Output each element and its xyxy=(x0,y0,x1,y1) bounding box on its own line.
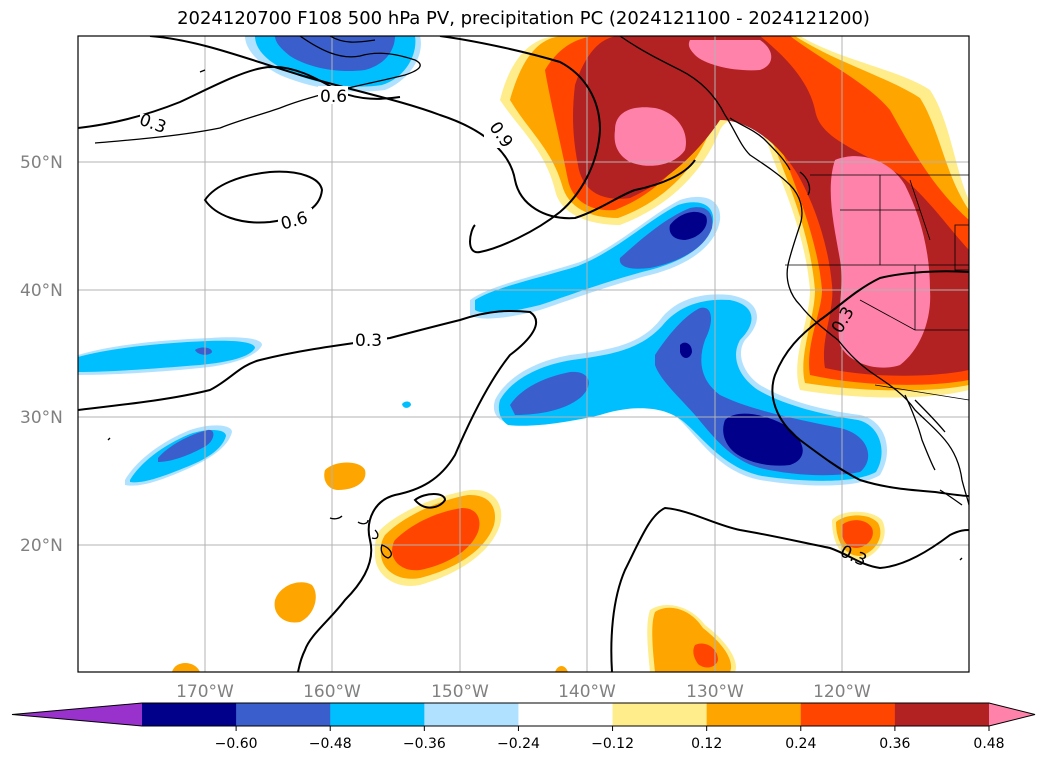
lat-label: 50°N xyxy=(20,153,63,173)
positive-field-subtropical xyxy=(172,462,885,672)
lat-label: 20°N xyxy=(20,536,63,556)
lon-label: 130°W xyxy=(686,682,744,702)
colorbar-extend-left xyxy=(12,703,142,726)
colorbar-extend-right xyxy=(989,703,1035,726)
coastlines xyxy=(94,36,969,561)
colorbar-tick-label: 0.36 xyxy=(879,736,910,752)
colorbar-outline xyxy=(11,702,1036,727)
negative-field xyxy=(78,36,888,486)
colorbar: −0.60 −0.48 −0.36 −0.24 −0.12 0.12 0.24 0.36 0.4… xyxy=(11,702,1036,752)
colorbar-tick-label: −0.60 xyxy=(215,736,258,752)
positive-field-northeast-pacific xyxy=(500,36,969,398)
lon-label: 120°W xyxy=(813,682,871,702)
colorbar-tick-label: 0.48 xyxy=(973,736,1004,752)
colorbar-segment xyxy=(236,703,331,726)
svg-text:0.3: 0.3 xyxy=(355,331,382,351)
colorbar-tick-label: −0.12 xyxy=(591,736,634,752)
lat-label: 30°N xyxy=(20,408,63,428)
colorbar-segment xyxy=(330,703,425,726)
colorbar-tick-label: −0.48 xyxy=(309,736,352,752)
lon-label: 150°W xyxy=(431,682,489,702)
lat-label: 40°N xyxy=(20,281,63,301)
colorbar-segment xyxy=(424,703,519,726)
colorbar-tick-label: −0.24 xyxy=(497,736,540,752)
colorbar-tick-label: −0.36 xyxy=(403,736,446,752)
map-frame xyxy=(77,35,970,673)
lon-label: 160°W xyxy=(303,682,361,702)
colorbar-segment xyxy=(706,703,802,726)
colorbar-tick-label: 0.24 xyxy=(785,736,816,752)
borders xyxy=(785,174,969,401)
longitude-labels: 170°W 160°W 150°W 140°W 130°W 120°W xyxy=(176,682,871,702)
lon-label: 170°W xyxy=(176,682,234,702)
map-area: 0.3 0.6 0.9 0.3 0.6 0.3 0.3 xyxy=(78,36,969,672)
graticule xyxy=(78,36,969,672)
colorbar-segment xyxy=(612,703,708,726)
svg-text:0.6: 0.6 xyxy=(320,87,347,107)
map-title: 2024120700 F108 500 hPa PV, precipitatio… xyxy=(177,8,870,29)
colorbar-tick-label: 0.12 xyxy=(691,736,722,752)
colorbar-segment xyxy=(142,703,237,726)
colorbar-segment xyxy=(800,703,896,726)
colorbar-segment xyxy=(894,703,990,726)
latitude-labels: 50°N 40°N 30°N 20°N xyxy=(20,153,63,556)
lon-label: 140°W xyxy=(558,682,616,702)
colorbar-segment xyxy=(518,703,614,726)
pv-contours xyxy=(78,36,969,672)
